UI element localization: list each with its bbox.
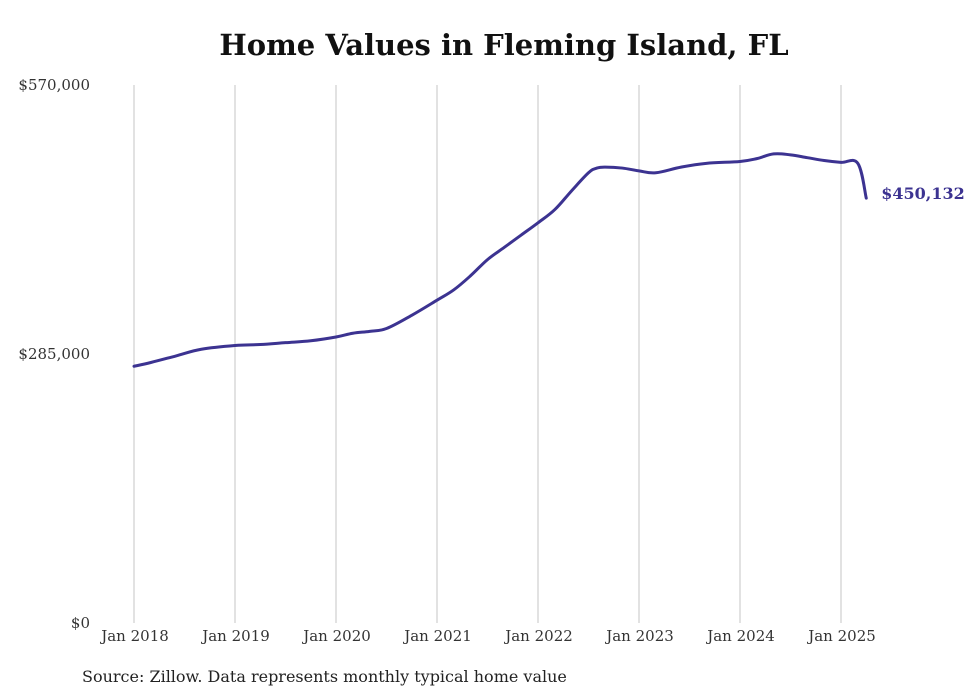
y-axis: $0 $285,000 $570,000 xyxy=(18,76,90,632)
x-tick-label: Jan 2024 xyxy=(705,627,775,645)
x-tick-label: Jan 2021 xyxy=(402,627,472,645)
x-tick-label: Jan 2019 xyxy=(200,627,270,645)
x-tick-label: Jan 2018 xyxy=(99,627,169,645)
series-line xyxy=(132,152,868,368)
data-labels: $450,132 xyxy=(881,184,965,203)
x-tick-label: Jan 2023 xyxy=(604,627,674,645)
x-tick-label: Jan 2025 xyxy=(806,627,876,645)
chart-title: Home Values in Fleming Island, FL xyxy=(219,28,789,62)
y-tick-label: $0 xyxy=(71,614,90,632)
x-axis: Jan 2018 Jan 2019 Jan 2020 Jan 2021 Jan 2022… xyxy=(99,627,876,645)
x-tick-label: Jan 2020 xyxy=(301,627,371,645)
end-value-label: $450,132 xyxy=(881,184,965,203)
source-note: Source: Zillow. Data represents monthly … xyxy=(82,667,567,686)
series-layer xyxy=(132,152,868,368)
y-tick-label: $570,000 xyxy=(18,76,90,94)
y-tick-label: $285,000 xyxy=(18,345,90,363)
x-tick-label: Jan 2022 xyxy=(503,627,573,645)
gridlines xyxy=(133,85,842,623)
